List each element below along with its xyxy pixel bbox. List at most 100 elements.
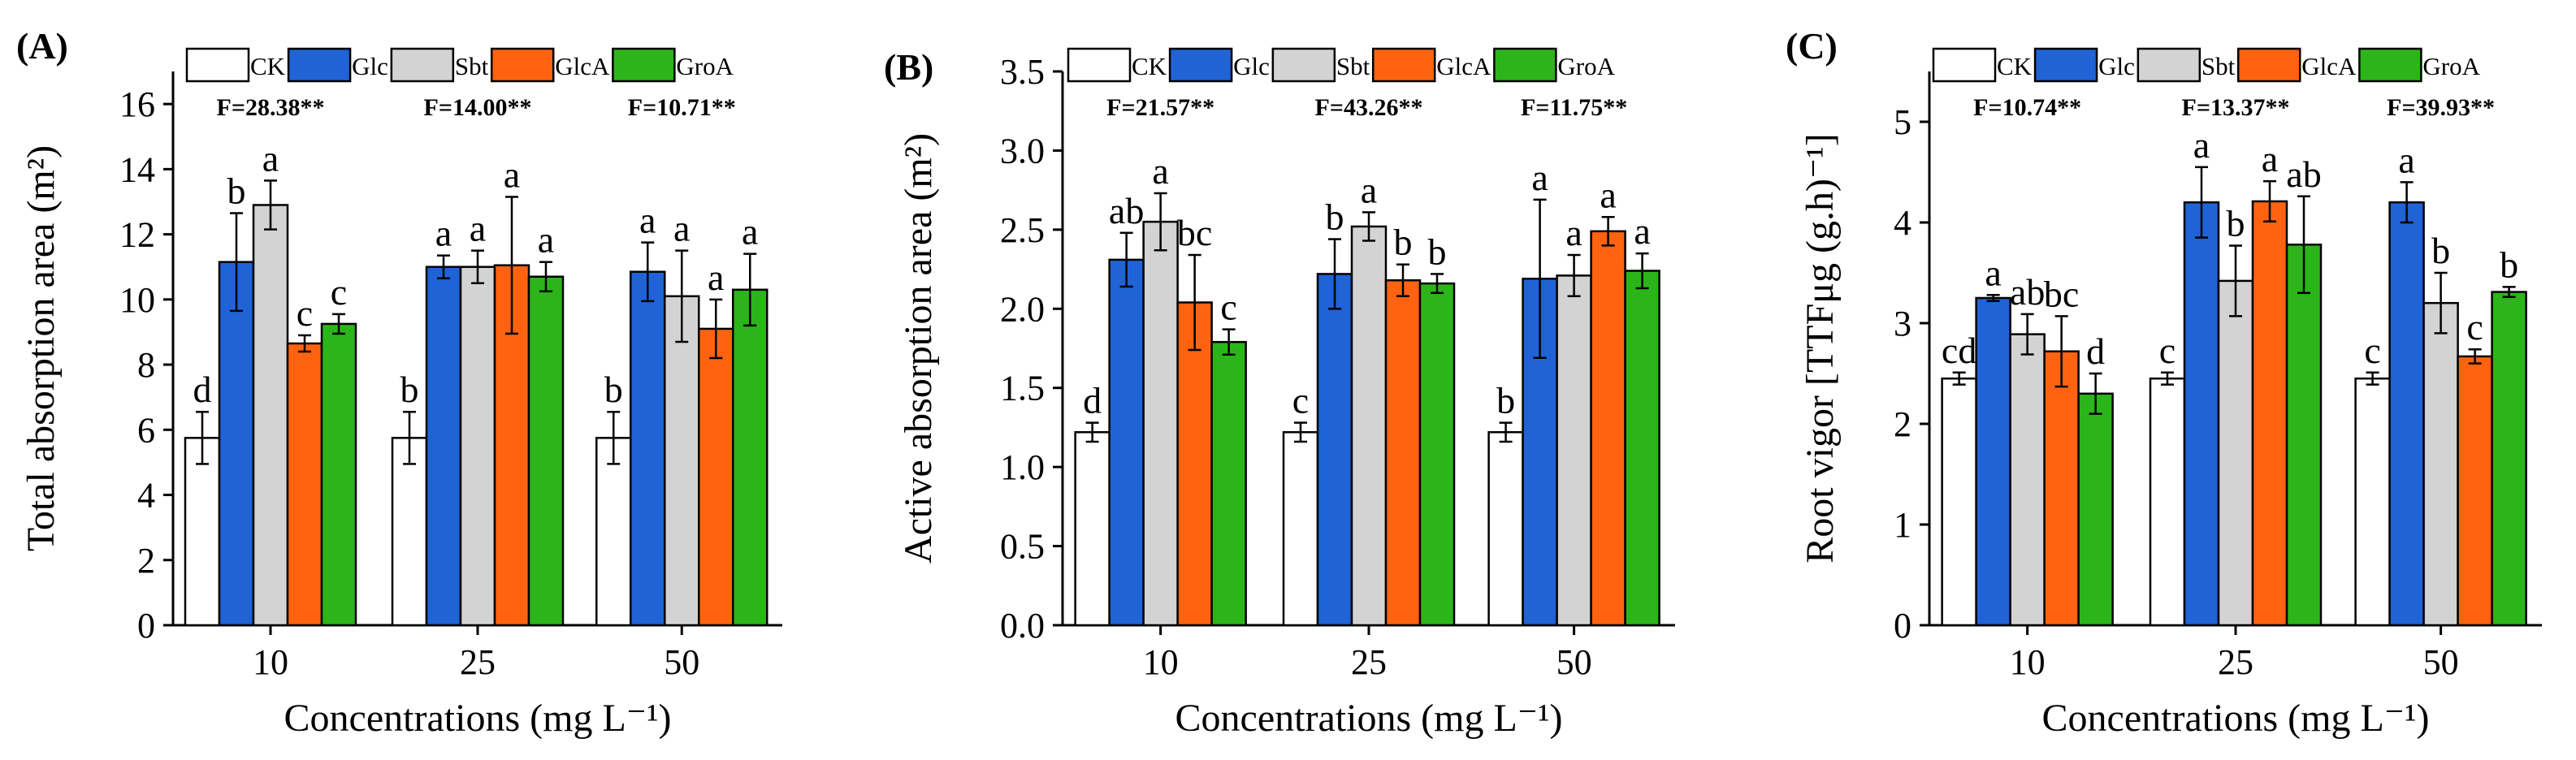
- y-tick-label: 3: [1894, 304, 1911, 343]
- significance-letter: c: [2364, 330, 2380, 371]
- bar-ck: [595, 437, 632, 627]
- significance-letter: a: [2193, 124, 2210, 166]
- legend-swatch-glca: [1371, 47, 1436, 83]
- bar-sbt: [2422, 301, 2459, 627]
- legend-label-glca: GlcA: [2301, 52, 2357, 80]
- bar-groa: [2491, 291, 2527, 627]
- significance-letter: c: [1220, 287, 1236, 328]
- significance-letter: c: [331, 271, 347, 313]
- y-tick-label: 4: [137, 476, 155, 516]
- significance-letter: a: [1531, 157, 1548, 198]
- bar-glca: [1384, 279, 1422, 627]
- x-axis-title: Concentrations (mg L⁻¹): [1175, 697, 1563, 740]
- significance-letter: b: [227, 171, 246, 212]
- bar-groa: [1624, 270, 1660, 627]
- significance-letter: b: [400, 369, 419, 410]
- significance-letter: b: [1428, 231, 1447, 272]
- x-tick-label: 50: [664, 642, 699, 682]
- y-tick-label: 1.5: [1000, 369, 1045, 408]
- x-tick-label: 10: [2010, 642, 2046, 682]
- chart-panel-2: 0.0 0.5 1.0 1.5 2.0 2.5 3.0 3.5 Active absorptio…: [884, 46, 1675, 740]
- x-tick-label: 25: [460, 642, 496, 682]
- bar-glc: [1316, 273, 1353, 627]
- legend-label-ck: CK: [1997, 52, 2033, 80]
- significance-letter: bc: [1177, 212, 1212, 253]
- panel-label: (C): [1786, 25, 1838, 67]
- y-tick-label: 2: [137, 541, 155, 581]
- significance-letter: a: [1634, 210, 1650, 252]
- significance-letter: b: [1394, 222, 1413, 263]
- significance-letter: d: [193, 369, 212, 410]
- significance-letter: ab: [2010, 271, 2045, 313]
- significance-letter: c: [2159, 330, 2176, 371]
- legend-label-glca: GlcA: [1436, 52, 1491, 80]
- significance-letter: b: [1326, 196, 1344, 238]
- bar-ck: [391, 437, 428, 627]
- panel-label: (A): [16, 25, 68, 67]
- bar-ck: [1282, 431, 1319, 627]
- significance-letter: c: [297, 292, 313, 334]
- x-tick-label: 25: [2218, 642, 2253, 682]
- y-tick-label: 0.5: [1000, 527, 1045, 567]
- significance-letter: a: [673, 208, 690, 249]
- significance-letter: a: [2262, 138, 2278, 179]
- legend-swatch-glc: [1168, 47, 1233, 83]
- significance-letter: a: [1985, 252, 2001, 293]
- bar-ck: [2354, 377, 2391, 627]
- bar-glca: [698, 327, 734, 627]
- legend: CK Glc Sbt GlcA GroA: [185, 47, 734, 83]
- y-tick-label: 0: [1894, 606, 1911, 646]
- y-tick-label: 10: [119, 280, 155, 320]
- significance-letter: b: [604, 369, 623, 410]
- legend-label-glc: Glc: [1233, 52, 1270, 80]
- legend-label-glca: GlcA: [555, 52, 610, 80]
- bar-sbt: [1556, 274, 1592, 627]
- legend-label-groa: GroA: [676, 52, 734, 80]
- bar-glca: [286, 342, 323, 627]
- chart-panel-3: 0 1 2 3 4 5 Root vigor [TTFμg (g.h)⁻¹] Concentr…: [1786, 25, 2542, 740]
- significance-letter: a: [262, 137, 279, 179]
- y-axis-title: Root vigor [TTFμg (g.h)⁻¹]: [1799, 133, 1842, 563]
- bar-groa: [732, 288, 768, 627]
- legend-swatch-ck: [1067, 47, 1132, 83]
- legend-label-ck: CK: [1132, 52, 1167, 80]
- legend-swatch-groa: [1493, 47, 1557, 83]
- bar-sbt: [459, 266, 496, 627]
- bar-glc: [425, 266, 462, 627]
- bar-groa: [2285, 244, 2323, 627]
- significance-letter: a: [1152, 150, 1168, 192]
- y-tick-label: 2.5: [1000, 210, 1045, 250]
- legend-swatch-groa: [2358, 47, 2422, 83]
- bar-glc: [2388, 201, 2425, 627]
- x-tick-label: 10: [253, 642, 288, 682]
- y-tick-label: 3.5: [1000, 52, 1045, 92]
- bar-glc: [1975, 296, 2011, 627]
- significance-letter: b: [2500, 244, 2518, 285]
- y-tick-label: 4: [1894, 203, 1911, 243]
- y-tick-label: 14: [119, 149, 155, 189]
- bar-groa: [2077, 392, 2114, 627]
- significance-letter: b: [1496, 380, 1515, 421]
- significance-letter: a: [2398, 139, 2414, 180]
- bar-groa: [1210, 340, 1247, 627]
- y-tick-label: 3.0: [1000, 131, 1045, 171]
- legend-swatch-sbt: [390, 47, 455, 83]
- x-tick-label: 50: [2423, 642, 2459, 682]
- x-tick-label: 25: [1351, 642, 1387, 682]
- bar-glca: [1176, 301, 1213, 627]
- legend-label-sbt: Sbt: [2202, 52, 2236, 80]
- significance-letter: a: [538, 219, 554, 261]
- bar-sbt: [252, 204, 289, 627]
- bar-glc: [1108, 258, 1145, 627]
- panel-label: (B): [884, 46, 933, 88]
- bar-ck: [184, 437, 221, 627]
- significance-letter: a: [435, 213, 452, 254]
- y-tick-label: 8: [137, 345, 155, 385]
- bar-sbt: [664, 295, 700, 627]
- legend-swatch-sbt: [1271, 47, 1336, 83]
- significance-letter: a: [742, 211, 758, 253]
- bar-glca: [2043, 350, 2080, 627]
- y-tick-label: 1: [1894, 505, 1911, 545]
- bar-ck: [1074, 431, 1110, 627]
